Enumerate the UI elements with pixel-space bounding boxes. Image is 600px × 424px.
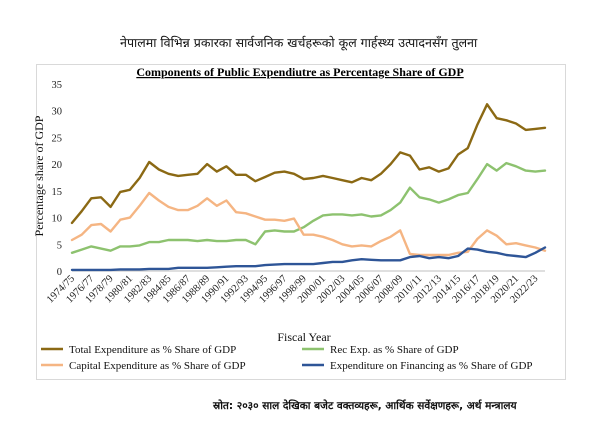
series-line-3	[70, 191, 547, 257]
y-tick-label: 35	[52, 80, 63, 91]
y-tick-label: 25	[52, 133, 63, 144]
legend: Total Expenditure as % Share of GDP Rec E…	[41, 344, 533, 372]
y-tick-label: 20	[52, 160, 63, 171]
y-tick-label: 30	[52, 107, 63, 118]
legend-label: Expenditure on Financing as % Share of G…	[330, 360, 533, 372]
y-axis-label: Percentage share of GDP	[32, 115, 46, 236]
legend-label: Capital Expenditure as % Share of GDP	[69, 360, 246, 372]
series-layer	[70, 103, 547, 272]
y-axis: 0 5 10 15 20 25 30 35	[52, 80, 63, 278]
series-line-1	[70, 103, 547, 225]
series-line-2	[70, 161, 547, 254]
figure-frame	[36, 64, 566, 380]
x-axis-label: Fiscal Year	[277, 330, 330, 344]
chart-title: Components of Public Expendiutre as Perc…	[136, 65, 463, 79]
y-tick-label: 15	[52, 187, 63, 198]
page-heading: नेपालमा विभिन्न प्रकारका सार्वजनिक खर्चह…	[120, 35, 478, 50]
y-tick-label: 10	[52, 214, 63, 225]
legend-label: Total Expenditure as % Share of GDP	[69, 344, 236, 356]
x-axis: 1974/751976/771978/791980/811982/831984/…	[45, 270, 545, 305]
series-line-4	[70, 246, 547, 272]
y-tick-label: 5	[57, 240, 62, 251]
source-note: स्रोत: २०३० साल देखिका बजेट वक्तव्यहरू, …	[213, 400, 517, 412]
legend-label: Rec Exp. as % Share of GDP	[330, 344, 459, 356]
y-tick-label: 0	[57, 267, 62, 278]
